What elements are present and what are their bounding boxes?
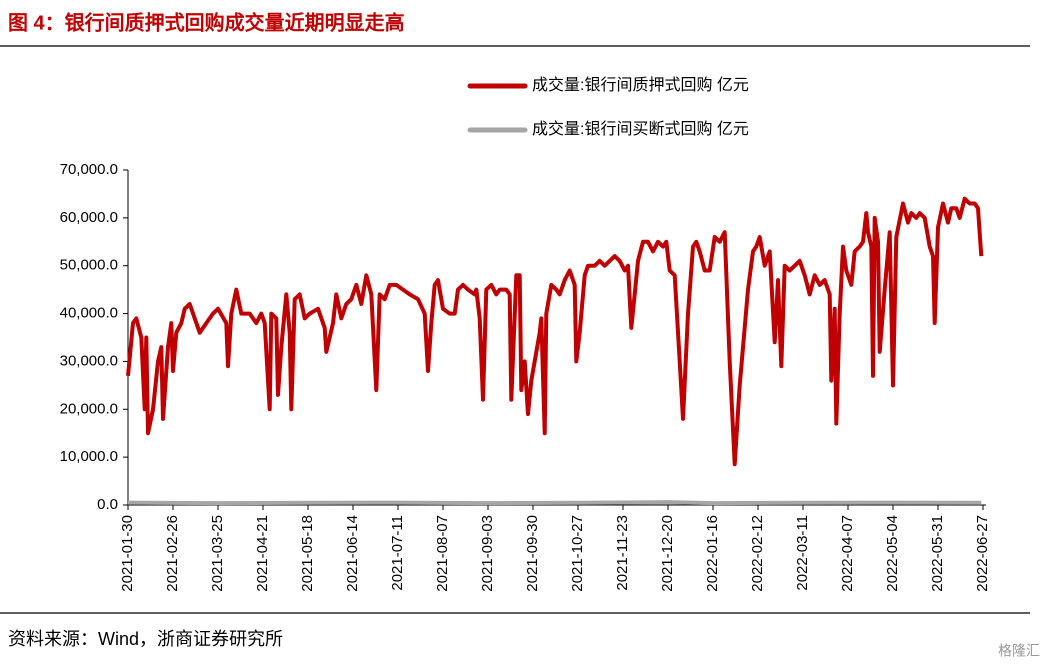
y-tick-label: 40,000.0 <box>60 305 118 322</box>
x-tick-label: 2022-05-04 <box>884 515 901 592</box>
x-tick-label: 2021-04-21 <box>254 515 271 592</box>
y-tick-label: 70,000.0 <box>60 161 118 178</box>
watermark: 格隆汇 <box>998 643 1040 659</box>
x-tick-label: 2022-06-27 <box>974 515 991 592</box>
y-tick-label: 30,000.0 <box>60 352 118 369</box>
series-line <box>126 196 984 467</box>
x-tick-label: 2021-03-25 <box>209 515 226 592</box>
y-tick-label: 0.0 <box>97 496 118 513</box>
x-tick-label: 2021-08-07 <box>434 515 451 592</box>
x-tick-label: 2022-04-07 <box>839 515 856 592</box>
series-line <box>127 500 982 506</box>
x-tick-label: 2022-02-12 <box>749 515 766 592</box>
y-tick-label: 60,000.0 <box>60 209 118 226</box>
x-tick-label: 2021-10-27 <box>569 515 586 592</box>
x-tick-label: 2022-03-11 <box>794 515 811 591</box>
x-tick-label: 2021-07-11 <box>389 515 406 591</box>
y-tick-label: 20,000.0 <box>60 400 118 417</box>
y-tick-label: 10,000.0 <box>60 448 118 465</box>
x-tick-label: 2021-06-14 <box>344 515 361 592</box>
x-tick-label: 2021-09-30 <box>524 515 541 592</box>
x-tick-label: 2022-05-31 <box>929 515 946 592</box>
legend-label: 成交量:银行间质押式回购 亿元 <box>532 76 749 94</box>
legend-label: 成交量:银行间买断式回购 亿元 <box>532 120 749 138</box>
x-tick-label: 2021-05-18 <box>299 515 316 592</box>
x-tick-label: 2021-02-26 <box>164 515 181 592</box>
x-tick-label: 2021-11-23 <box>614 515 631 591</box>
x-tick-label: 2022-01-16 <box>704 515 721 592</box>
x-tick-label: 2021-09-03 <box>479 515 496 592</box>
chart-title: 图 4：银行间质押式回购成交量近期明显走高 <box>8 10 405 34</box>
y-tick-label: 50,000.0 <box>60 257 118 274</box>
x-tick-label: 2021-12-20 <box>659 515 676 592</box>
source: 资料来源：Wind，浙商证券研究所 <box>8 629 283 649</box>
x-tick-label: 2021-01-30 <box>119 515 136 592</box>
